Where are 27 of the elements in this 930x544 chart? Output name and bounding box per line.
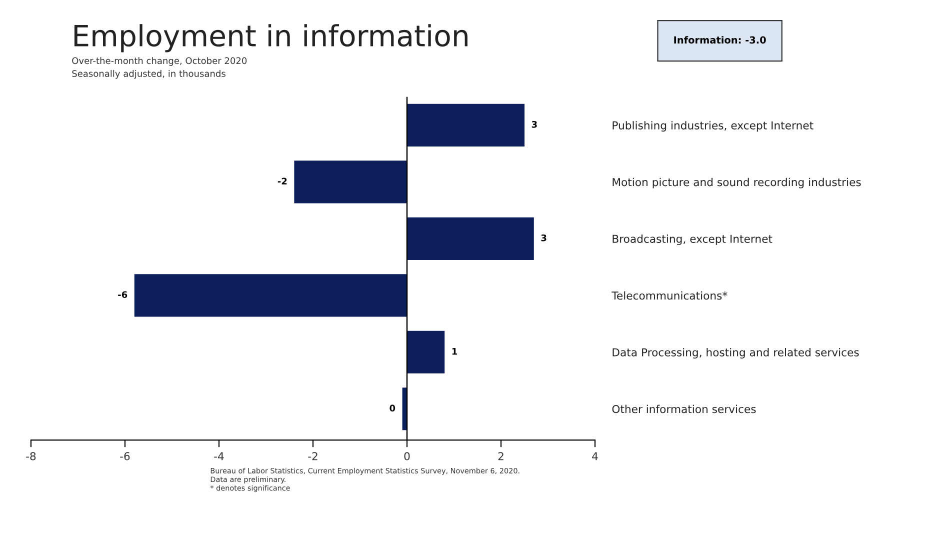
bar xyxy=(407,104,525,146)
x-tick-label: 2 xyxy=(498,452,504,460)
data-label: 1 xyxy=(452,348,458,355)
y-tick-label: Motion picture and sound recording industries xyxy=(612,178,861,188)
y-tick-label: Other information services xyxy=(612,404,756,414)
chart-title: Employment in information xyxy=(74,24,468,52)
x-tick-label: -4 xyxy=(214,452,224,460)
y-tick-label: Publishing industries, except Internet xyxy=(612,121,814,132)
y-tick-label: Data Processing, hosting and related services xyxy=(612,348,859,359)
y-tick-label: Broadcasting, except Internet xyxy=(612,234,772,246)
data-label: 0 xyxy=(390,404,396,412)
data-label: -2 xyxy=(278,178,287,184)
text: Information: -3.0 xyxy=(674,36,766,44)
bar xyxy=(134,274,407,317)
y-tick-label: Telecommunications* xyxy=(612,291,728,300)
bar xyxy=(294,160,407,204)
data-label: 3 xyxy=(532,120,537,128)
bar xyxy=(407,330,445,374)
x-tick-label: -2 xyxy=(308,452,318,460)
x-tick-label: 4 xyxy=(592,452,598,460)
x-tick-label: -6 xyxy=(120,452,130,460)
chart-subtitle: Over-the-month change, October 2020 Seasonally adjusted, in thousands xyxy=(72,57,247,79)
x-tick-label: 0 xyxy=(404,452,410,460)
data-label: 3 xyxy=(541,234,546,242)
bar xyxy=(407,217,534,260)
x-tick-label: -8 xyxy=(26,452,36,460)
data-label: -6 xyxy=(118,291,128,298)
